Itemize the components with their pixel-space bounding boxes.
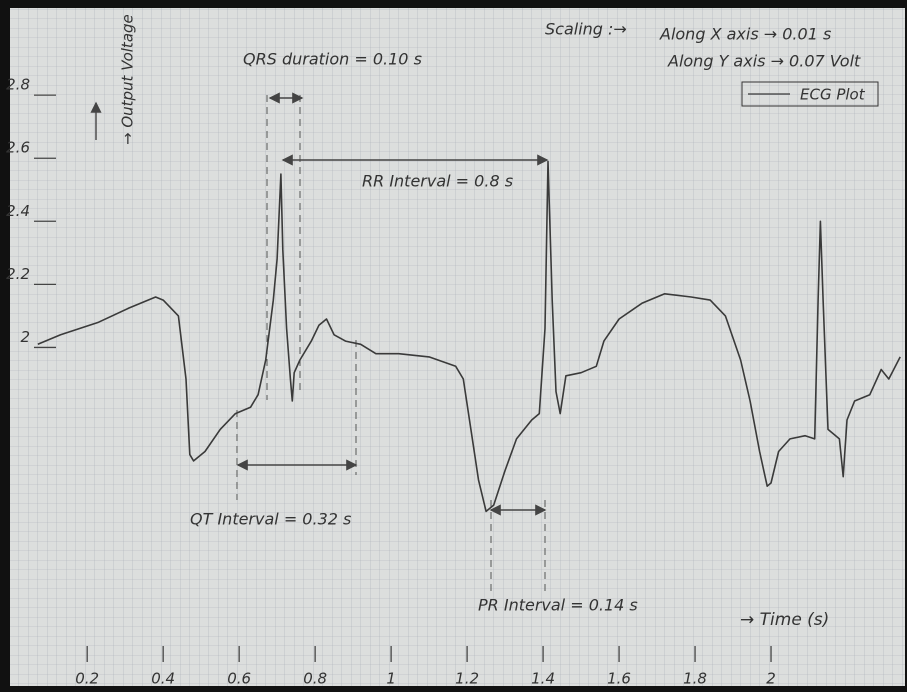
x-axis-label: → Time (s)	[740, 610, 829, 630]
x-tick-label: 1.4	[531, 670, 555, 688]
x-tick-label: 0.6	[227, 670, 251, 688]
y-tick-label: 2.8	[6, 76, 30, 94]
graph-grid	[10, 8, 905, 686]
annotation: PR Interval = 0.14 s	[478, 596, 638, 615]
annotation: QRS duration = 0.10 s	[243, 50, 422, 69]
y-axis-label: → Output Voltage	[119, 14, 137, 145]
x-tick-label: 1	[386, 670, 396, 688]
chart: 2 2.2 2.4 2.6 2.8 0.2 0.4 0.6 0.8 1 1.2 1.4 1.6 1.8 2 E…	[0, 0, 907, 688]
x-tick-label: 2	[766, 670, 776, 688]
y-tick-label: 2.2	[6, 265, 30, 283]
y-tick-label: 2.4	[6, 202, 30, 220]
annotation: RR Interval = 0.8 s	[362, 172, 513, 191]
annotation: QT Interval = 0.32 s	[190, 510, 351, 529]
x-tick-label: 0.2	[75, 670, 99, 688]
legend-label: ECG Plot	[800, 86, 866, 104]
y-tick-label: 2.6	[6, 139, 30, 157]
x-tick-label: 0.4	[151, 670, 175, 688]
x-tick-label: 1.8	[683, 670, 707, 688]
x-tick-label: 0.8	[303, 670, 327, 688]
annotation: Along X axis → 0.01 s	[659, 25, 831, 44]
x-tick-label: 1.2	[455, 670, 479, 688]
page: 2 2.2 2.4 2.6 2.8 0.2 0.4 0.6 0.8 1 1.2 1.4 1.6 1.8 2 E…	[0, 0, 907, 688]
annotation: Along Y axis → 0.07 Volt	[667, 52, 861, 71]
annotation: Scaling :→	[545, 20, 627, 39]
y-tick-label: 2	[20, 328, 30, 346]
x-tick-label: 1.6	[607, 670, 631, 688]
